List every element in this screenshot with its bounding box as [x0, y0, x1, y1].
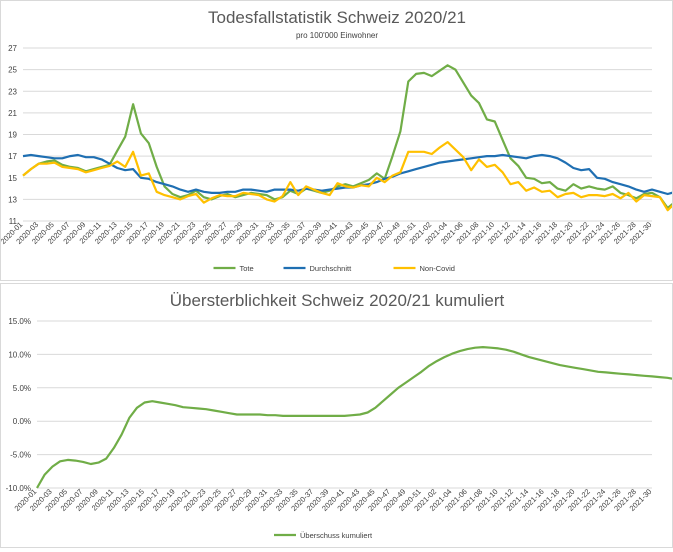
y-tick-label: 5.0% — [13, 384, 31, 393]
chart-subtitle: pro 100'000 Einwohner — [296, 31, 378, 40]
y-tick-label: 10.0% — [8, 350, 31, 359]
y-tick-label: 13 — [8, 195, 17, 204]
legend-item[interactable]: Durchschnitt — [283, 264, 353, 273]
y-tick-label: 0.0% — [13, 417, 31, 426]
series-lines — [22, 64, 673, 212]
chart-panel-deaths: Todesfallstatistik Schweiz 2020/21 pro 1… — [0, 0, 673, 281]
y-tick-label: 15.0% — [8, 317, 31, 326]
grid — [23, 47, 652, 222]
chart-title: Übersterblichkeit Schweiz 2020/21 kumuli… — [170, 291, 505, 310]
legend-label: Non-Covid — [420, 264, 455, 273]
y-tick-label: 23 — [8, 87, 17, 96]
grid — [37, 320, 652, 489]
legend-label: Überschuss kumuliert — [300, 531, 373, 540]
x-axis: 2020-012020-032020-052020-072020-092020-… — [13, 487, 654, 513]
legend-item[interactable]: Non-Covid — [393, 264, 455, 273]
y-tick-label: 17 — [8, 152, 17, 161]
excess-chart: Übersterblichkeit Schweiz 2020/21 kumuli… — [6, 291, 673, 540]
y-tick-label: -10.0% — [6, 484, 31, 493]
y-tick-label: 21 — [8, 109, 17, 118]
y-tick-label: 27 — [8, 44, 17, 53]
legend-item[interactable]: Überschuss kumuliert — [274, 531, 373, 540]
y-tick-label: -5.0% — [10, 451, 31, 460]
legend-item[interactable]: Tote — [213, 264, 254, 273]
y-tick-label: 25 — [8, 66, 17, 75]
series-line-2 — [22, 141, 673, 212]
series-line-1 — [22, 153, 673, 196]
x-axis: 2020-012020-032020-052020-072020-092020-… — [0, 220, 653, 246]
series-lines — [36, 345, 673, 489]
legend-label: Durchschnitt — [310, 264, 353, 273]
deaths-chart: Todesfallstatistik Schweiz 2020/21 pro 1… — [0, 8, 673, 273]
legend-label: Tote — [240, 264, 254, 273]
legend: Überschuss kumuliert — [274, 531, 373, 540]
series-line-0 — [36, 345, 673, 489]
y-tick-label: 11 — [9, 217, 18, 226]
legend: Tote Durchschnitt Non-Covid — [213, 264, 455, 273]
y-axis: -10.0% -5.0% 0.0% 5.0% 10.0% 15.0% — [6, 317, 31, 493]
y-tick-label: 15 — [8, 174, 17, 183]
y-tick-label: 19 — [8, 131, 17, 140]
chart-panel-excess: Übersterblichkeit Schweiz 2020/21 kumuli… — [0, 283, 673, 548]
y-axis: 11 13 15 17 19 21 23 25 27 — [8, 44, 17, 226]
chart-title: Todesfallstatistik Schweiz 2020/21 — [208, 8, 466, 27]
